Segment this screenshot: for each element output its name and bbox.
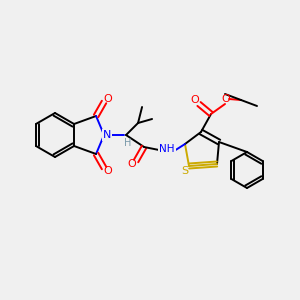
Text: H: H — [124, 138, 132, 148]
Text: O: O — [128, 159, 136, 169]
Text: O: O — [104, 166, 112, 176]
Text: O: O — [222, 94, 230, 104]
Text: N: N — [103, 130, 111, 140]
Text: NH: NH — [159, 144, 175, 154]
Text: S: S — [182, 166, 189, 176]
Text: O: O — [190, 95, 200, 105]
Text: O: O — [104, 94, 112, 104]
